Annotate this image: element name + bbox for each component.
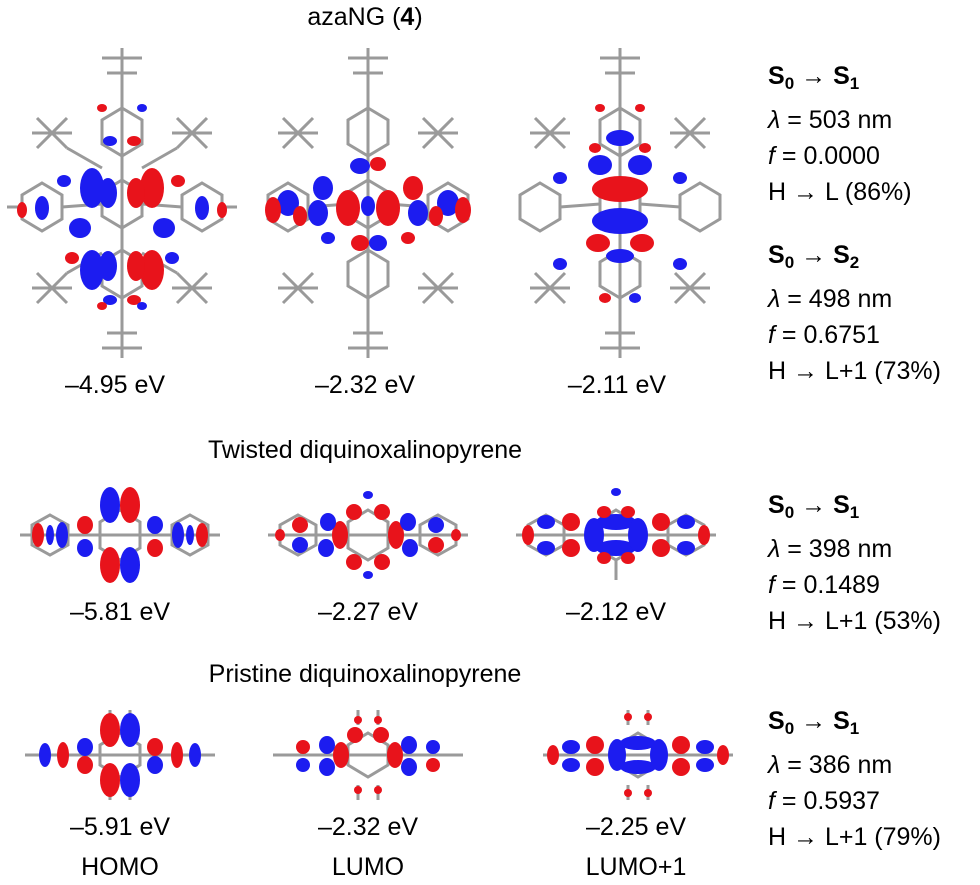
transition-panel-twisted: S0 → S1 λ = 398 nm f = 0.1489 H → L+1 (5… <box>768 491 941 635</box>
orbital-label-lumo-plus-1: LUMO+1 <box>585 853 687 881</box>
section-title-azang: azaNG (4) <box>307 3 423 31</box>
pristine-lumo-plus-1-orbital <box>543 710 733 800</box>
azang-lumo-plus-1-orbital <box>518 48 722 358</box>
twisted-lumo-orbital <box>268 491 468 579</box>
twisted-homo-orbital <box>20 487 220 583</box>
pristine-homo-orbital <box>25 710 215 800</box>
energy-twisted-homo: –5.81 eV <box>69 598 171 626</box>
orbital-label-homo: HOMO <box>81 853 159 881</box>
energy-azang-lumo: –2.32 eV <box>314 371 416 399</box>
transition-panel-azang-2: S0 → S2 λ = 498 nm f = 0.6751 H → L+1 (7… <box>768 241 941 385</box>
pristine-lumo-orbital <box>273 710 463 800</box>
energy-twisted-lumo-plus-1: –2.12 eV <box>565 598 667 626</box>
energy-azang-homo: –4.95 eV <box>64 371 166 399</box>
azang-lumo-orbital <box>265 48 471 358</box>
azang-homo-orbital <box>7 48 237 358</box>
energy-pristine-homo: –5.91 eV <box>69 813 171 841</box>
energy-pristine-lumo: –2.32 eV <box>317 813 419 841</box>
transition-panel-azang-1: S0 → S1 λ = 503 nm f = 0.0000 H → L (86%… <box>768 62 912 206</box>
energy-pristine-lumo-plus-1: –2.25 eV <box>585 813 687 841</box>
section-title-twisted: Twisted diquinoxalinopyrene <box>207 436 523 464</box>
orbital-label-lumo: LUMO <box>331 853 405 881</box>
energy-azang-lumo-plus-1: –2.11 eV <box>567 371 667 399</box>
section-title-pristine: Pristine diquinoxalinopyrene <box>208 660 522 688</box>
transition-panel-pristine: S0 → S1 λ = 386 nm f = 0.5937 H → L+1 (7… <box>768 707 941 851</box>
energy-twisted-lumo: –2.27 eV <box>317 598 419 626</box>
twisted-lumo-plus-1-orbital <box>516 488 716 580</box>
